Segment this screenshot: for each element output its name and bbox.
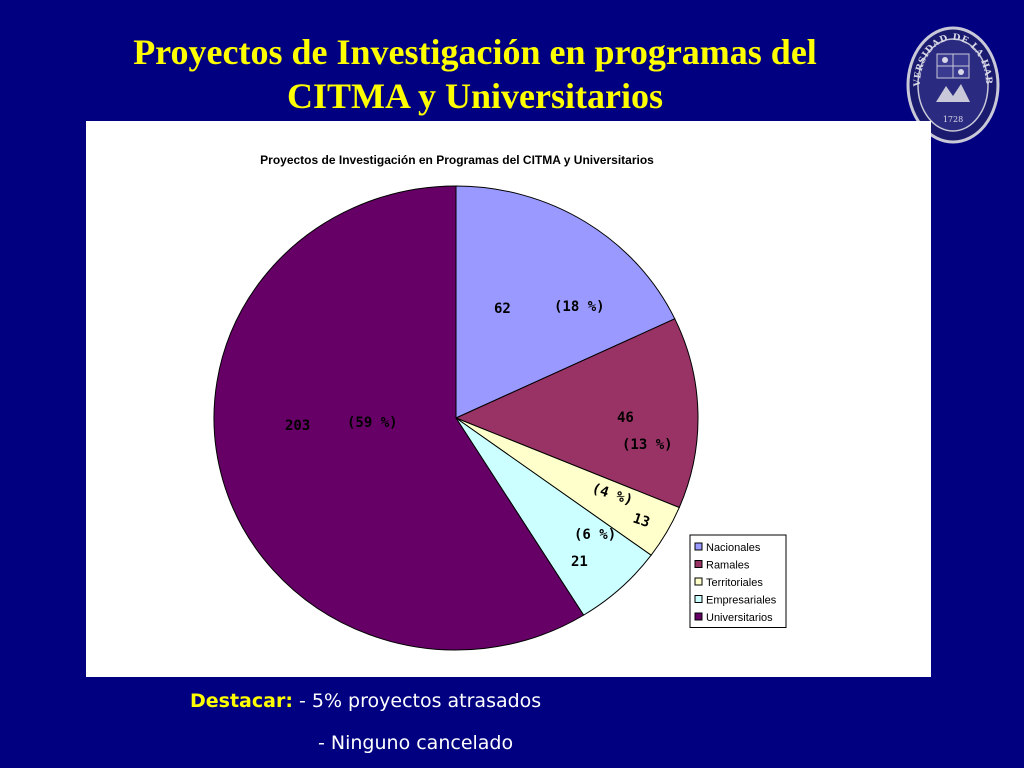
legend-swatch-ramales xyxy=(694,560,703,568)
legend-label-empresariales: Empresariales xyxy=(706,595,777,607)
data-label-percent-nacionales: (18 %) xyxy=(554,299,605,315)
footer-line-2: - Ninguno cancelado xyxy=(318,732,514,754)
chart-panel: Proyectos de Investigación en Programas … xyxy=(86,121,931,677)
university-seal-logo: UNIVERSIDAD DE LA HABANA 1728 xyxy=(901,19,1000,144)
legend-swatch-empresariales xyxy=(694,595,703,603)
data-label-value-territoriales: 13 xyxy=(631,511,652,531)
data-label-value-universitarios: 203 xyxy=(285,418,310,434)
legend-swatch-nacionales xyxy=(694,542,703,551)
data-label-percent-universitarios: (59 %) xyxy=(347,415,398,431)
footer-text-1: - 5% proyectos atrasados xyxy=(292,690,542,712)
legend-label-nacionales: Nacionales xyxy=(706,542,761,554)
legend-label-universitarios: Universitarios xyxy=(706,612,773,624)
chart-title: Proyectos de Investigación en Programas … xyxy=(260,153,654,167)
legend-swatch-universitarios xyxy=(694,612,703,621)
legend-swatch-territoriales xyxy=(694,577,703,586)
slide-title: Proyectos de Investigación en programas … xyxy=(60,30,890,118)
slide-title-line-1: Proyectos de Investigación en programas … xyxy=(133,32,817,72)
legend-label-ramales: Ramales xyxy=(706,560,750,572)
legend-label-territoriales: Territoriales xyxy=(706,577,763,589)
chart-legend: Nacionales Ramales Territoriales Empresaria… xyxy=(689,534,787,628)
pie-slice-nacionales xyxy=(455,185,676,419)
pie-slice-ramales xyxy=(454,318,699,509)
data-label-value-empresariales: 21 xyxy=(571,554,588,570)
pie-slice-universitarios xyxy=(213,185,585,651)
seal-year: 1728 xyxy=(943,115,963,124)
footer-line-1: Destacar: - 5% proyectos atrasados xyxy=(190,690,541,712)
slide-title-line-2: CITMA y Universitarios xyxy=(287,76,663,116)
footer-label: Destacar: xyxy=(190,690,293,712)
data-label-percent-empresariales: (6 %) xyxy=(574,527,616,543)
data-label-percent-ramales: (13 %) xyxy=(622,437,673,453)
pie-chart: Proyectos de Investigación en Programas … xyxy=(213,153,787,651)
data-label-value-nacionales: 62 xyxy=(494,301,511,317)
data-label-value-ramales: 46 xyxy=(617,410,634,426)
legend-box xyxy=(689,534,787,628)
